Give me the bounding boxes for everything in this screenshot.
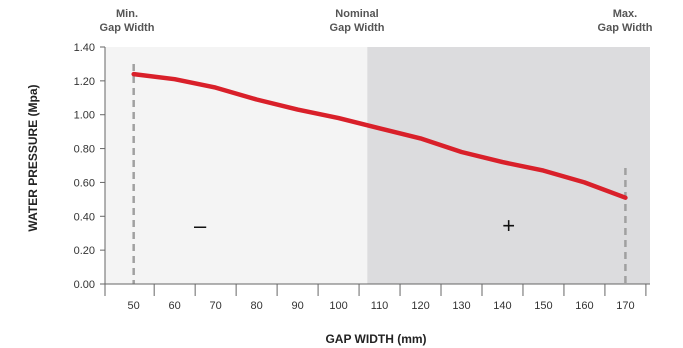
nominal-label-line1: Nominal: [335, 8, 378, 20]
x-tick-label-10: 150: [534, 300, 552, 312]
marker-label-1-line2: Gap Width: [598, 22, 653, 34]
series-layer: [131, 71, 628, 200]
x-tick-label-0: 50: [128, 300, 140, 312]
marker-label-0-line2: Gap Width: [100, 22, 155, 34]
gap-markers: [132, 64, 627, 284]
y-tick-label-6: 1.20: [74, 76, 95, 88]
marker-label-0-line1: Min.: [116, 8, 138, 20]
x-tick-label-9: 140: [493, 300, 511, 312]
x-tick-label-12: 170: [616, 300, 634, 312]
region-0: [105, 47, 368, 284]
annotation-layer: – + Min. Gap Width Max. Gap Width Nominal Gap W…: [100, 8, 653, 238]
x-tick-label-3: 80: [250, 300, 262, 312]
nominal-label-line2: Gap Width: [330, 22, 385, 34]
y-tick-label-5: 1.00: [74, 110, 95, 122]
x-tick-label-6: 110: [371, 300, 389, 312]
x-tick-label-5: 100: [329, 300, 347, 312]
x-tick-label-4: 90: [291, 300, 303, 312]
x-tick-label-1: 60: [169, 300, 181, 312]
region-sign-1: +: [502, 213, 515, 238]
region-sign-0: –: [194, 213, 207, 238]
y-tick-label-1: 0.20: [74, 245, 95, 257]
y-tick-label-7: 1.40: [74, 42, 95, 54]
x-tick-label-8: 130: [452, 300, 470, 312]
x-axis-title: GAP WIDTH (mm): [325, 332, 426, 346]
marker-label-1-line1: Max.: [613, 8, 637, 20]
y-tick-label-2: 0.40: [74, 211, 95, 223]
y-tick-label-3: 0.60: [74, 177, 95, 189]
x-tick-label-11: 160: [575, 300, 593, 312]
x-tick-label-2: 70: [210, 300, 222, 312]
y-tick-label-4: 0.80: [74, 144, 95, 156]
y-axis-title: WATER PRESSURE (Mpa): [26, 84, 40, 231]
y-tick-label-0: 0.00: [74, 279, 95, 291]
axes: 0.00 0.20 0.40 0.60 0.80 1.00 1.20 1.40 50 60 70 80…: [74, 42, 650, 312]
x-tick-label-7: 120: [411, 300, 429, 312]
